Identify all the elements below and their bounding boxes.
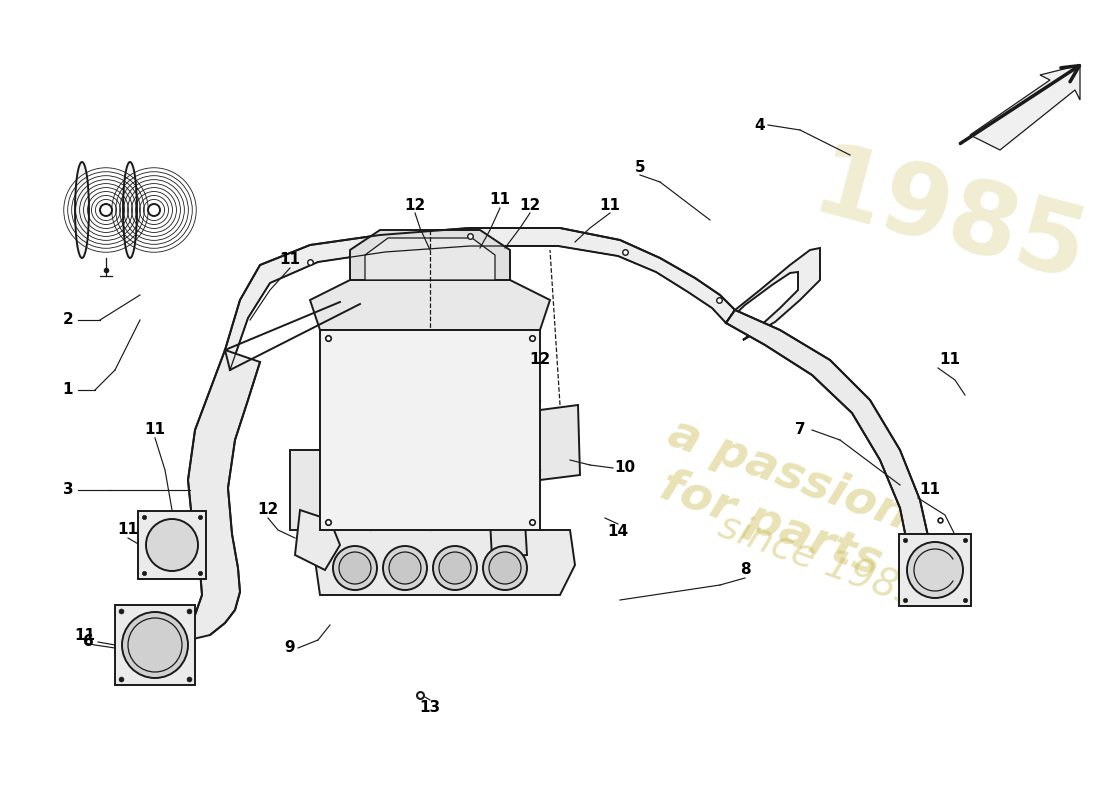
- Text: 11: 11: [600, 198, 620, 213]
- Text: 1: 1: [63, 382, 74, 398]
- Text: 11: 11: [144, 422, 165, 438]
- Polygon shape: [726, 310, 930, 548]
- Polygon shape: [970, 65, 1080, 150]
- Text: since 1985: since 1985: [714, 506, 926, 614]
- FancyBboxPatch shape: [899, 534, 971, 606]
- Polygon shape: [490, 520, 527, 558]
- Circle shape: [148, 204, 159, 216]
- Text: 12: 12: [519, 198, 540, 213]
- Text: 5: 5: [635, 161, 646, 175]
- Text: 11: 11: [939, 353, 960, 367]
- Polygon shape: [226, 228, 735, 370]
- Text: 8: 8: [739, 562, 750, 578]
- Text: 14: 14: [607, 525, 628, 539]
- Text: 11: 11: [75, 627, 96, 642]
- Circle shape: [383, 546, 427, 590]
- Circle shape: [483, 546, 527, 590]
- Polygon shape: [540, 405, 580, 480]
- Text: 7: 7: [794, 422, 805, 438]
- Circle shape: [433, 546, 477, 590]
- FancyBboxPatch shape: [320, 330, 540, 530]
- Polygon shape: [315, 530, 575, 595]
- Circle shape: [439, 552, 471, 584]
- Text: 3: 3: [63, 482, 74, 498]
- FancyBboxPatch shape: [138, 511, 206, 579]
- Text: 11: 11: [490, 193, 510, 207]
- Polygon shape: [168, 350, 260, 645]
- FancyBboxPatch shape: [116, 605, 195, 685]
- Circle shape: [146, 519, 198, 571]
- Polygon shape: [295, 510, 340, 570]
- Polygon shape: [726, 248, 820, 340]
- Text: 11: 11: [920, 482, 940, 498]
- Text: a passion
for parts: a passion for parts: [645, 411, 915, 589]
- Circle shape: [100, 204, 112, 216]
- Text: 11: 11: [118, 522, 139, 538]
- Polygon shape: [310, 280, 550, 330]
- Text: 10: 10: [615, 461, 636, 475]
- Text: 13: 13: [419, 701, 441, 715]
- Text: 2: 2: [63, 313, 74, 327]
- Circle shape: [333, 546, 377, 590]
- Text: 12: 12: [257, 502, 278, 518]
- Circle shape: [490, 552, 521, 584]
- Text: 12: 12: [405, 198, 426, 213]
- Circle shape: [389, 552, 421, 584]
- Text: 11: 11: [279, 253, 300, 267]
- Text: 4: 4: [755, 118, 766, 133]
- Circle shape: [908, 542, 962, 598]
- Text: 12: 12: [529, 353, 551, 367]
- Polygon shape: [290, 450, 320, 530]
- Ellipse shape: [123, 162, 138, 258]
- Text: 1985: 1985: [803, 137, 1097, 303]
- Circle shape: [339, 552, 371, 584]
- Ellipse shape: [75, 162, 89, 258]
- Text: 6: 6: [82, 634, 94, 650]
- Polygon shape: [365, 238, 495, 280]
- Circle shape: [122, 612, 188, 678]
- Polygon shape: [350, 230, 510, 280]
- Text: 9: 9: [285, 641, 295, 655]
